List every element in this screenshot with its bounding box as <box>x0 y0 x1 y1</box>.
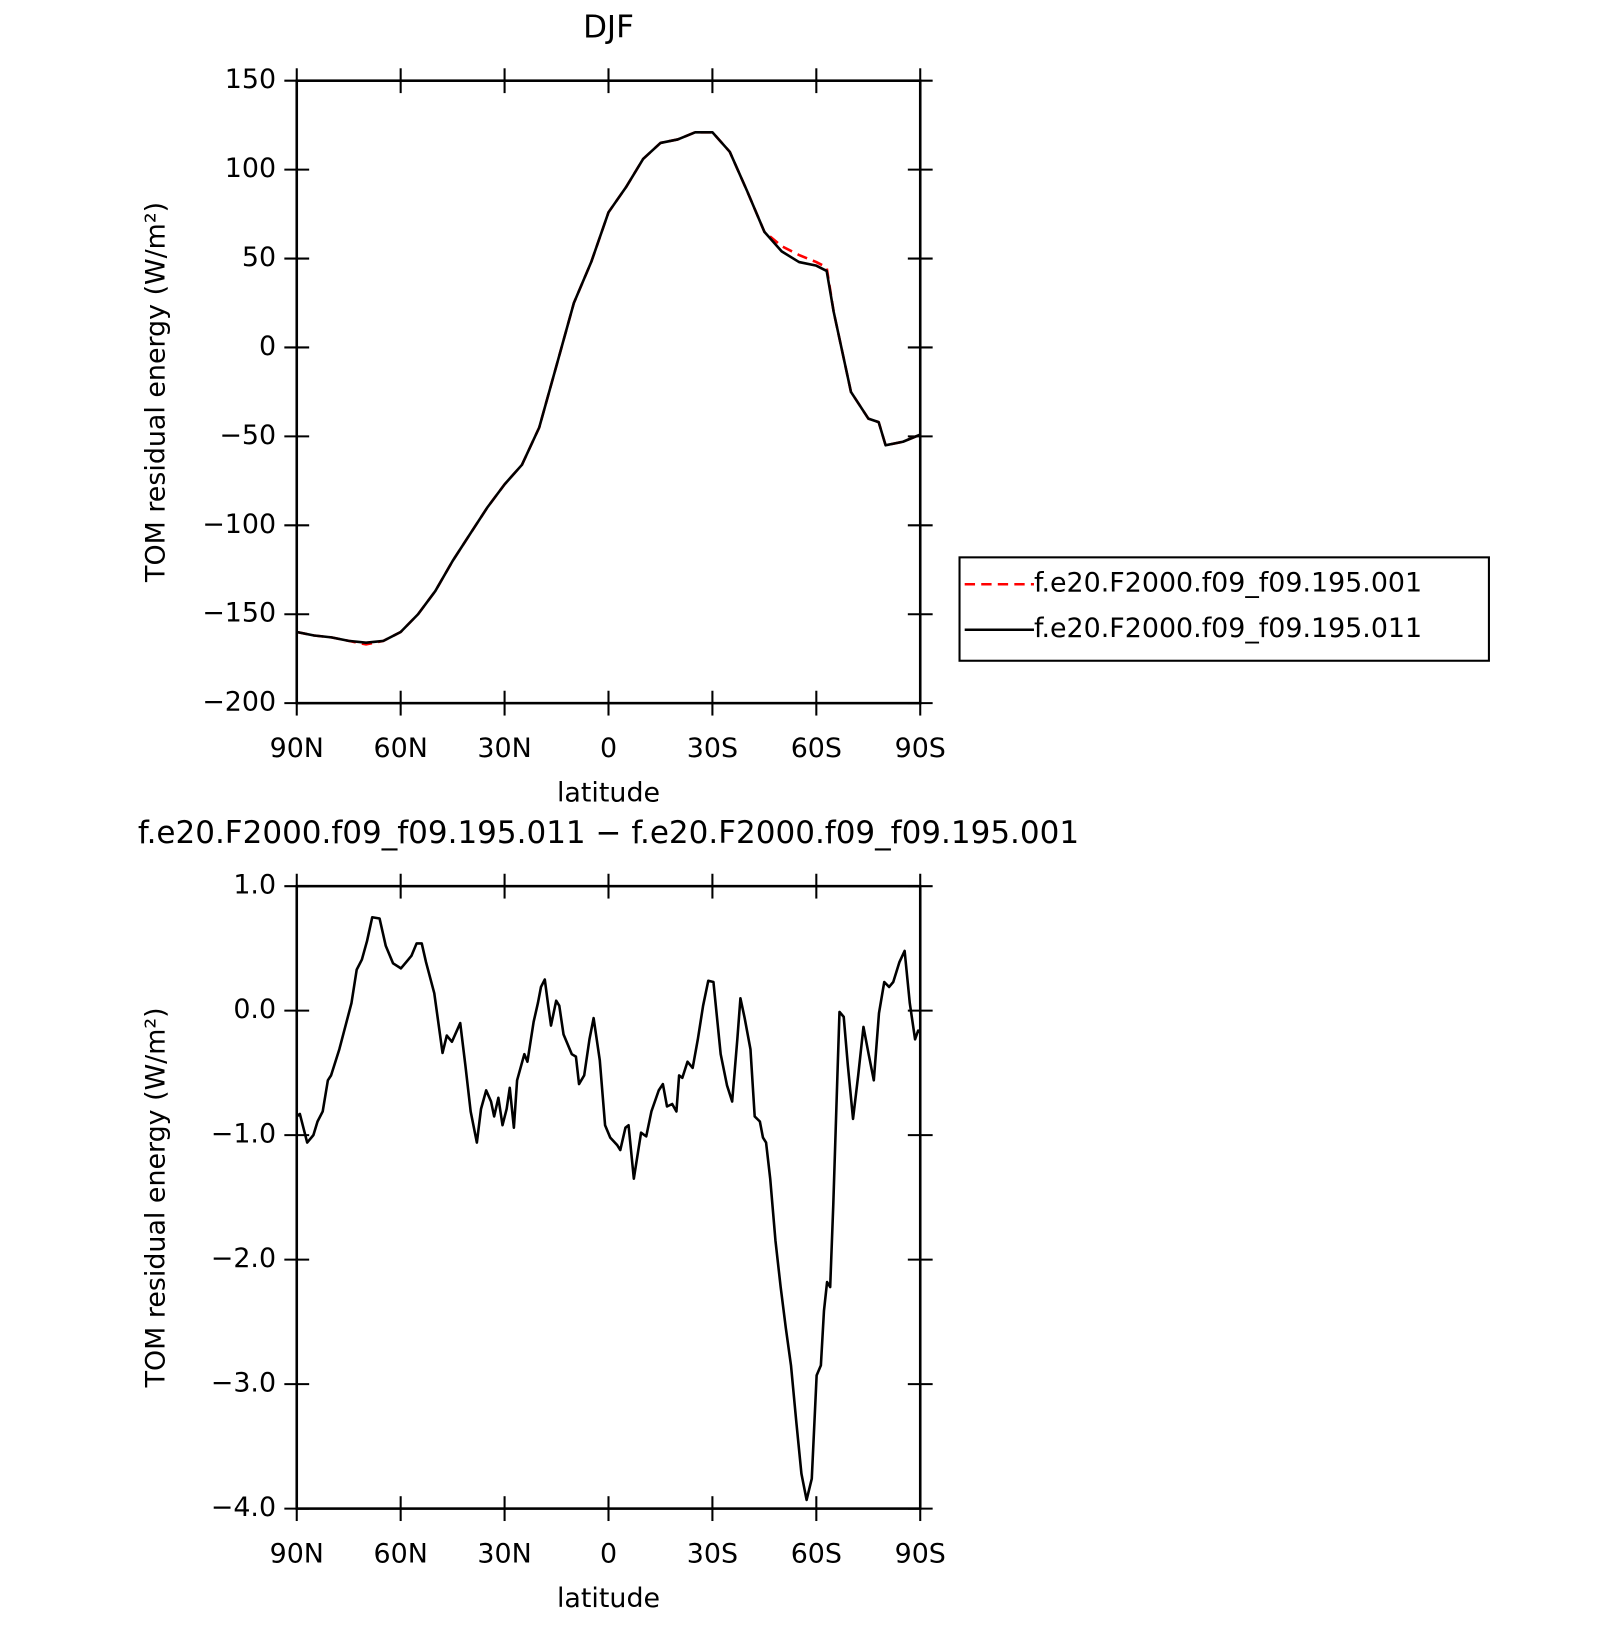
x-tick-label: 0 <box>600 1539 617 1570</box>
x-tick-label: 0 <box>600 733 617 764</box>
y-tick-label: 1.0 <box>233 870 276 901</box>
plot-frame <box>295 79 922 705</box>
y-tick-label: 150 <box>225 64 276 95</box>
y-tick-label: 100 <box>225 153 276 184</box>
x-tick-label: 90S <box>895 1539 946 1570</box>
x-tick-label: 30N <box>477 1539 531 1570</box>
series-line <box>296 130 921 644</box>
x-tick-label: 30S <box>687 1539 738 1570</box>
legend-box <box>958 556 1490 662</box>
x-axis-label: latitude <box>557 1583 660 1614</box>
x-axis-label: latitude <box>557 778 660 809</box>
x-tick-label: 60S <box>791 1539 842 1570</box>
y-tick-label: 50 <box>242 242 276 273</box>
y-axis-label: TOM residual energy (W/m²) <box>141 202 172 583</box>
y-axis-label: TOM residual energy (W/m²) <box>141 1007 172 1388</box>
plot-frame <box>295 884 922 1510</box>
chart-title: f.e20.F2000.f09_f09.195.011 − f.e20.F200… <box>138 815 1079 851</box>
y-tick-label: 0.0 <box>233 994 276 1025</box>
legend-label: f.e20.F2000.f09_f09.195.011 <box>1034 613 1422 644</box>
y-tick-label: −1.0 <box>211 1119 276 1150</box>
chart-title: DJF <box>583 9 634 45</box>
x-tick-label: 90N <box>270 1539 324 1570</box>
series-line <box>295 915 921 1502</box>
x-tick-label: 90N <box>270 733 324 764</box>
x-tick-label: 30N <box>477 733 531 764</box>
x-tick-label: 60S <box>791 733 842 764</box>
y-tick-label: −150 <box>202 598 276 629</box>
y-tick-label: −50 <box>219 420 276 451</box>
y-tick-label: −3.0 <box>211 1368 276 1399</box>
legend-label: f.e20.F2000.f09_f09.195.001 <box>1034 568 1422 599</box>
series-line <box>296 130 921 646</box>
y-tick-label: −2.0 <box>211 1243 276 1274</box>
x-tick-label: 90S <box>895 733 946 764</box>
y-tick-label: −100 <box>202 509 276 540</box>
x-tick-label: 60N <box>374 733 428 764</box>
x-tick-label: 30S <box>687 733 738 764</box>
y-tick-label: −4.0 <box>211 1492 276 1523</box>
y-tick-label: −200 <box>202 687 276 718</box>
x-tick-label: 60N <box>374 1539 428 1570</box>
y-tick-label: 0 <box>259 331 276 362</box>
